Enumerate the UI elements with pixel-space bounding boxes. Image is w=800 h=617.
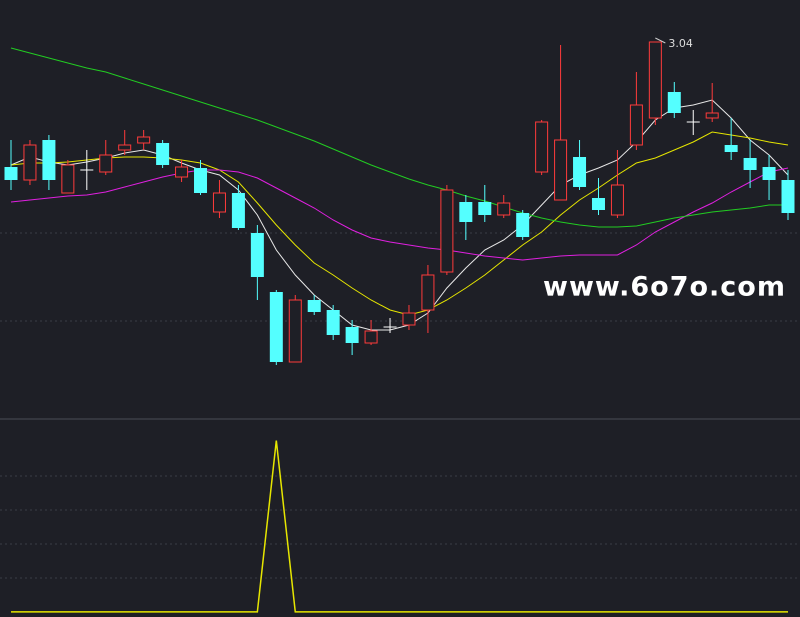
candle-body: [648, 41, 662, 119]
candle-body: [307, 300, 321, 312]
candle-body: [23, 144, 37, 181]
ma-line: [10, 131, 789, 316]
candle-body: [156, 143, 170, 165]
candle-body: [288, 299, 302, 363]
candle-body: [440, 189, 454, 273]
candle-body: [497, 202, 511, 216]
candle-body: [610, 184, 624, 216]
candle-body: [137, 136, 151, 144]
candle-body: [345, 327, 359, 343]
annotation-label: 3.04: [668, 37, 693, 50]
candle-body: [250, 233, 264, 277]
candle-body: [478, 202, 492, 215]
candle-body: [762, 167, 776, 180]
candle-body: [667, 92, 681, 113]
candle-body: [4, 167, 18, 180]
candle-body: [231, 193, 245, 228]
candle-body: [459, 202, 473, 222]
candle-body: [175, 166, 189, 178]
candle-body: [269, 292, 283, 362]
annotation-pointer: [655, 37, 666, 44]
candle-body: [42, 140, 56, 180]
ma-line: [10, 167, 789, 261]
candle-body: [573, 157, 587, 187]
candle-body: [326, 310, 340, 335]
candle-body: [212, 192, 226, 213]
candle-body: [705, 112, 719, 119]
candle-body: [99, 154, 113, 173]
candle-body: [421, 274, 435, 311]
candle-body: [402, 312, 416, 326]
candle-body: [743, 158, 757, 170]
candle-body: [554, 139, 568, 201]
candle-body: [194, 168, 208, 193]
candle-body: [724, 145, 738, 152]
candle-body: [364, 330, 378, 344]
candle-body: [118, 144, 132, 151]
candle-body: [591, 198, 605, 210]
candle-body: [629, 104, 643, 146]
candle-body: [61, 164, 75, 194]
candle-body: [516, 213, 530, 237]
ma-line: [10, 47, 788, 228]
grid: [0, 232, 800, 579]
watermark: www.6o7o.com: [543, 272, 786, 303]
candle-body: [535, 121, 549, 173]
candle-body: [781, 180, 795, 213]
indicator-line: [11, 440, 788, 613]
